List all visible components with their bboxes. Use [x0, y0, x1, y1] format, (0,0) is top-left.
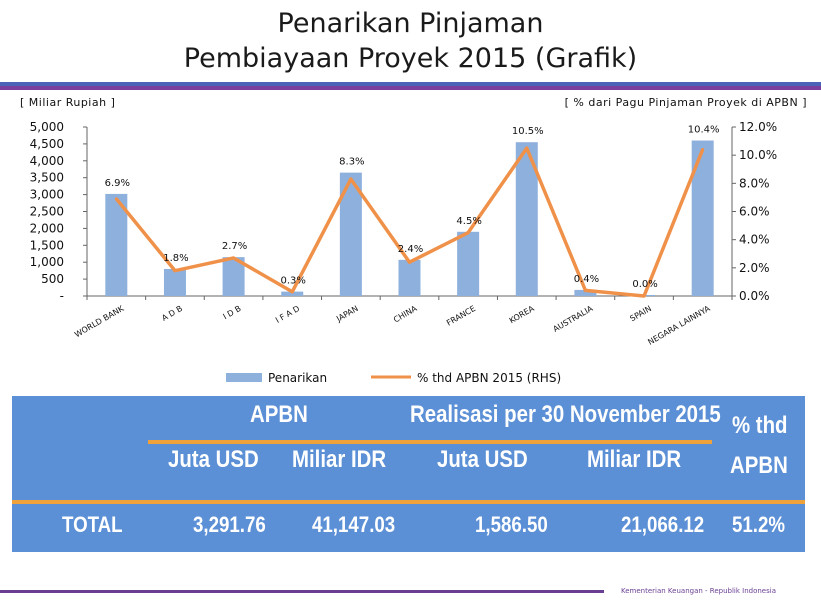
pct-point: [290, 290, 294, 294]
left-tick-label: -: [60, 289, 64, 303]
title-line-2: Pembiayaan Proyek 2015 (Grafik): [183, 43, 638, 74]
pct-data-label: 6.9%: [105, 178, 130, 189]
left-axis-unit: [ Miliar Rupiah ]: [20, 96, 116, 109]
category-label: JAPAN: [334, 304, 360, 324]
category-label: NEGARA LAINNYA: [646, 304, 712, 347]
row-divider: [12, 500, 805, 504]
left-tick-label: 4,000: [30, 154, 64, 168]
bar-japan: [339, 172, 362, 296]
category-label: AUSTRALIA: [552, 304, 595, 334]
pct-point: [173, 269, 177, 273]
left-tick-label: 1,500: [30, 238, 64, 252]
bar-korea: [515, 142, 538, 296]
summary-table: APBN Realisasi per 30 November 2015 % th…: [12, 396, 805, 552]
left-tick-label: 5,000: [30, 120, 64, 134]
right-tick-label: 6.0%: [739, 205, 770, 219]
apbn-idr-header: Miliar IDR: [292, 446, 387, 473]
category-label: WORLD BANK: [73, 304, 126, 340]
category-label: A D B: [160, 304, 184, 323]
left-tick-label: 500: [41, 272, 64, 286]
pct-data-label: 1.8%: [163, 253, 188, 264]
legend-label-bars: Penarikan: [268, 371, 327, 385]
right-tick-label: 4.0%: [739, 233, 770, 247]
left-tick-label: 4,500: [30, 137, 64, 151]
footer-rule: [0, 590, 604, 593]
category-label: FRANCE: [445, 304, 477, 328]
right-tick-label: 10.0%: [739, 148, 777, 162]
pct-point: [349, 177, 353, 181]
bar-a-d-b: [163, 268, 186, 296]
left-tick-label: 1,000: [30, 255, 64, 269]
bar-i-d-b: [222, 257, 245, 296]
pct-data-label: 10.4%: [688, 125, 720, 136]
right-tick-label: 2.0%: [739, 261, 770, 275]
pct-data-label: 2.4%: [398, 244, 423, 255]
loan-chart: - 500 1,000 1,500 2,000 2,500 3,000 3,500 4,000 4…: [30, 120, 777, 385]
real-usd-value: 1,586.50: [475, 512, 548, 537]
apbn-usd-header: Juta USD: [168, 446, 259, 473]
pct-point: [408, 260, 411, 264]
bar-australia: [574, 289, 597, 296]
left-tick-label: 2,500: [30, 205, 64, 219]
left-tick-label: 2,000: [30, 221, 64, 235]
pct-data-label: 0.0%: [632, 279, 657, 290]
apbn-header: APBN: [250, 401, 308, 428]
bar-i-f-a-d: [281, 291, 304, 296]
real-idr-header: Miliar IDR: [587, 446, 682, 473]
right-tick-label: 0.0%: [739, 289, 770, 303]
pct-point: [701, 148, 705, 152]
right-axis-unit: [ % dari Pagu Pinjaman Proyek di APBN ]: [564, 96, 807, 109]
category-label: CHINA: [392, 304, 419, 325]
pct-point: [232, 256, 236, 260]
category-label: I D B: [222, 304, 243, 321]
category-label: SPAIN: [628, 304, 653, 323]
pct-point: [642, 294, 646, 298]
bar-world-bank: [105, 193, 128, 296]
header-rule-blue: [0, 82, 821, 86]
real-usd-header: Juta USD: [437, 446, 528, 473]
pct-data-label: 2.7%: [222, 241, 247, 252]
bar-negara-lainnya: [691, 140, 714, 296]
category-label: KOREA: [508, 304, 537, 326]
pct-point: [114, 197, 118, 201]
apbn-usd-value: 3,291.76: [193, 512, 266, 537]
footer-ministry: Kementerian Keuangan - Republik Indonesi…: [621, 587, 776, 595]
pct-header-line1: % thd: [732, 412, 788, 439]
pct-point: [583, 288, 587, 292]
right-tick-label: 8.0%: [739, 176, 770, 190]
apbn-idr-value: 41,147.03: [312, 512, 396, 537]
pct-header-line2: APBN: [730, 452, 788, 479]
pct-data-label: 0.3%: [281, 276, 306, 287]
title-line-1: Penarikan Pinjaman: [277, 8, 544, 39]
pct-data-label: 10.5%: [512, 126, 544, 137]
right-tick-label: 12.0%: [739, 120, 777, 134]
pct-point: [525, 146, 529, 150]
header-divider: [148, 440, 712, 444]
page-title: Penarikan Pinjaman Pembiayaan Proyek 201…: [0, 6, 821, 76]
real-idr-value: 21,066.12: [621, 512, 705, 537]
bar-france: [457, 231, 480, 296]
realisasi-header: Realisasi per 30 November 2015: [410, 401, 721, 428]
bar-china: [398, 259, 421, 296]
pct-data-label: 0.4%: [574, 274, 599, 285]
legend-label-line: % thd APBN 2015 (RHS): [417, 371, 561, 385]
pct-value: 51.2%: [732, 512, 786, 537]
total-label: TOTAL: [62, 512, 123, 537]
legend-swatch-bars: [226, 373, 262, 382]
category-label: I F A D: [274, 304, 301, 325]
left-tick-label: 3,000: [30, 188, 64, 202]
pct-point: [466, 231, 470, 235]
header-rule-purple: [0, 86, 821, 90]
left-tick-label: 3,500: [30, 171, 64, 185]
pct-data-label: 4.5%: [456, 216, 481, 227]
pct-data-label: 8.3%: [339, 157, 364, 168]
